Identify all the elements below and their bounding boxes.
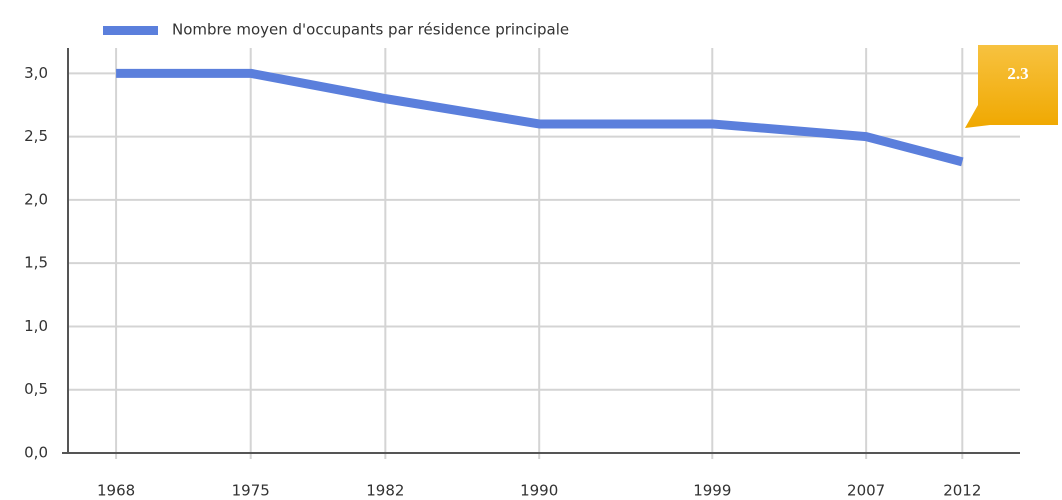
y-tick-label: 0,5 [24,380,48,398]
x-tick-label: 1975 [232,482,270,500]
y-tick-label: 1,0 [24,317,48,335]
x-tick-label: 1968 [97,482,135,500]
x-tick-label: 2012 [943,482,981,500]
callout [965,45,1058,128]
y-tick-label: 0,0 [24,444,48,462]
x-tick-label: 1990 [520,482,558,500]
annotation-text: 2.3 [1007,64,1028,83]
x-tick-label: 1982 [366,482,404,500]
grid: 0,0 0,5 1,0 1,5 2,0 2,5 3,0 1968 1975 1982 1990 199… [24,48,1020,500]
legend-label: Nombre moyen d'occupants par résidence p… [172,21,569,39]
annotation: 2.3 [965,45,1058,128]
x-tick-label: 1999 [693,482,731,500]
y-tick-label: 1,5 [24,254,48,272]
legend-swatch [103,26,158,35]
data-line [116,68,964,167]
y-tick-label: 3,0 [24,64,48,82]
x-tick-label: 2007 [847,482,885,500]
plot [116,68,964,167]
y-tick-label: 2,0 [24,190,48,208]
y-tick-label: 2,5 [24,127,48,145]
